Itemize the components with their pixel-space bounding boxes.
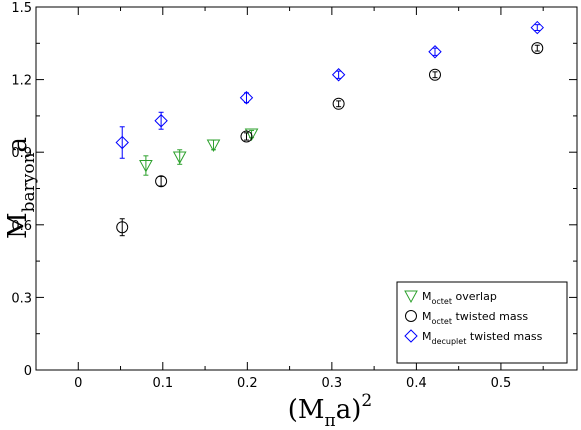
point-1-0 <box>116 221 129 234</box>
x-axis-title-sub: π <box>325 411 336 430</box>
legend-marker-0 <box>404 290 418 304</box>
legend-box <box>396 281 568 364</box>
point-0-0 <box>139 160 153 173</box>
legend-marker-2 <box>404 329 418 343</box>
x-axis-title-main: (M <box>288 395 325 425</box>
x-axis-title: (Mπa)2 <box>288 391 372 430</box>
legend-0-sub: octet <box>432 297 453 306</box>
point-1-2 <box>240 130 253 143</box>
y-tick-label: 0 <box>24 364 32 379</box>
legend-entry-0: Moctet overlap <box>422 290 497 306</box>
legend-1-sub: octet <box>432 317 453 326</box>
x-axis-title-sup: 2 <box>361 391 372 411</box>
x-tick-label: 0.4 <box>406 376 427 391</box>
point-1-5 <box>531 42 544 55</box>
point-2-2 <box>239 91 254 105</box>
x-axis-title-after: a) <box>336 395 362 425</box>
x-tick-label: 0.2 <box>237 376 258 391</box>
data-points <box>115 20 544 237</box>
legend-entry-2: Mdecuplet twisted mass <box>422 330 543 346</box>
y-tick-label: 1.2 <box>11 74 32 89</box>
point-0-1 <box>172 151 187 165</box>
axis-ticks: 0 0.1 0.2 0.3 0.4 0.5 0 0.3 0.6 0.9 1.2 1.5 <box>11 1 577 391</box>
y-axis-title-main: M <box>3 212 33 239</box>
point-1-1 <box>155 175 168 188</box>
legend-2-main: M <box>422 330 432 343</box>
y-axis-title-sub: baryon <box>19 152 39 212</box>
y-tick-label: 0.6 <box>11 219 32 234</box>
point-0-2 <box>206 139 221 152</box>
point-0-3 <box>244 128 259 142</box>
x-tick-label: 0 <box>74 376 82 391</box>
point-1-3 <box>332 97 345 110</box>
y-tick-label: 0.9 <box>11 146 32 161</box>
y-axis-title-after: a <box>3 137 33 153</box>
legend-0-after: overlap <box>452 290 497 303</box>
x-tick-label: 0.3 <box>322 376 343 391</box>
point-2-1 <box>154 114 168 128</box>
x-tick-label: 0.1 <box>152 376 173 391</box>
legend-2-after: twisted mass <box>466 330 542 343</box>
point-2-5 <box>530 20 544 35</box>
legend-0-main: M <box>422 290 432 303</box>
legend-1-after: twisted mass <box>452 310 528 323</box>
legend-2-sub: decuplet <box>432 337 467 346</box>
legend-marker-1 <box>405 310 417 322</box>
point-1-4 <box>428 68 441 81</box>
legend-entry-1: Moctet twisted mass <box>422 310 528 326</box>
legend: Moctet overlap Moctet twisted mass Mdecu… <box>396 281 568 364</box>
point-2-3 <box>331 68 346 82</box>
y-axis-title: Mbaryona <box>3 137 39 239</box>
x-tick-label: 0.5 <box>491 376 512 391</box>
y-tick-label: 0.3 <box>11 291 32 306</box>
y-tick-label: 1.5 <box>11 1 32 16</box>
point-2-0 <box>115 135 129 150</box>
legend-1-main: M <box>422 310 432 323</box>
point-2-4 <box>428 45 442 59</box>
legend-markers <box>404 290 418 343</box>
